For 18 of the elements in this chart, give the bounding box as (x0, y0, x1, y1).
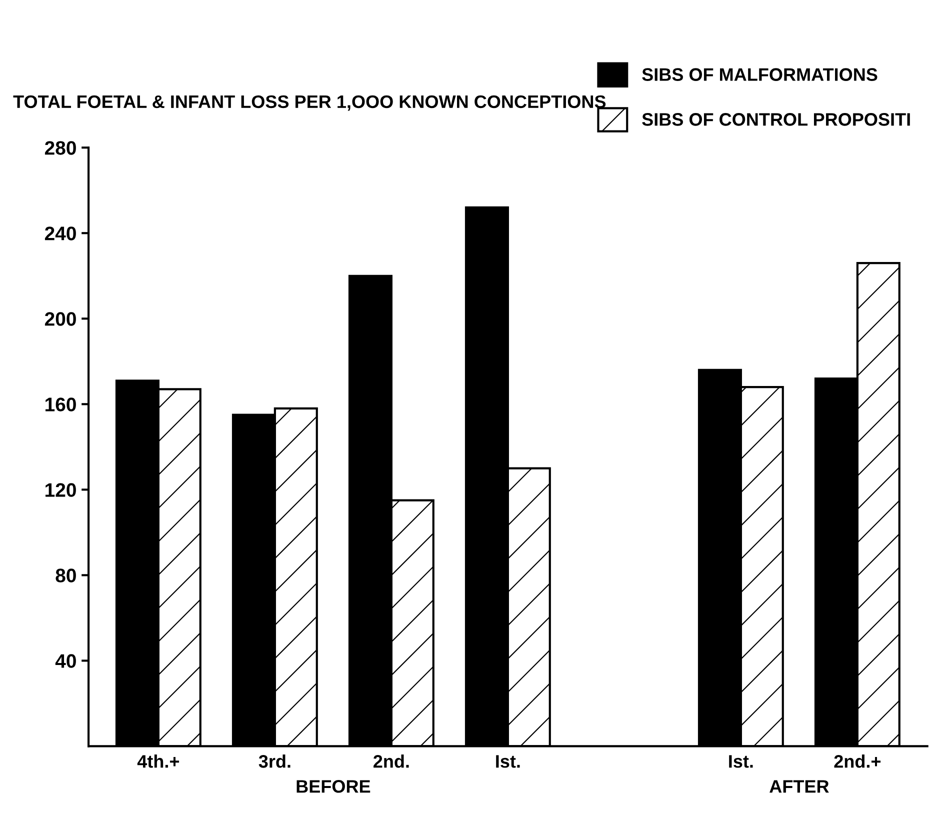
legend-label: SIBS OF CONTROL PROPOSITI (642, 113, 910, 126)
x-tick-label: 3rd. (258, 754, 290, 768)
text: BEFORE (296, 780, 370, 793)
y-tick-label: 120 (46, 483, 76, 497)
x-tick-label: 4th.+ (137, 754, 180, 768)
legend-label: SIBS OF MALFORMATIONS (642, 68, 878, 81)
x-tick-label: Ist. (729, 755, 753, 768)
y-tick-label: 80 (56, 568, 76, 582)
text: AFTER (770, 780, 829, 793)
y-tick-label: 160 (46, 398, 76, 412)
x-tick-label: 2nd.+ (834, 754, 881, 768)
y-axis-title: TOTAL FOETAL & INFANT LOSS PER 1,OOO KNOWN CONCEPTIONS (13, 95, 606, 111)
x-tick-label: Ist. (496, 755, 520, 768)
y-tick-label: 240 (44, 226, 76, 240)
y-tick-label: 40 (55, 654, 76, 668)
x-tick-label: 2nd. (374, 754, 409, 768)
y-tick-label: 280 (44, 141, 76, 155)
y-tick-label: 200 (44, 312, 76, 326)
